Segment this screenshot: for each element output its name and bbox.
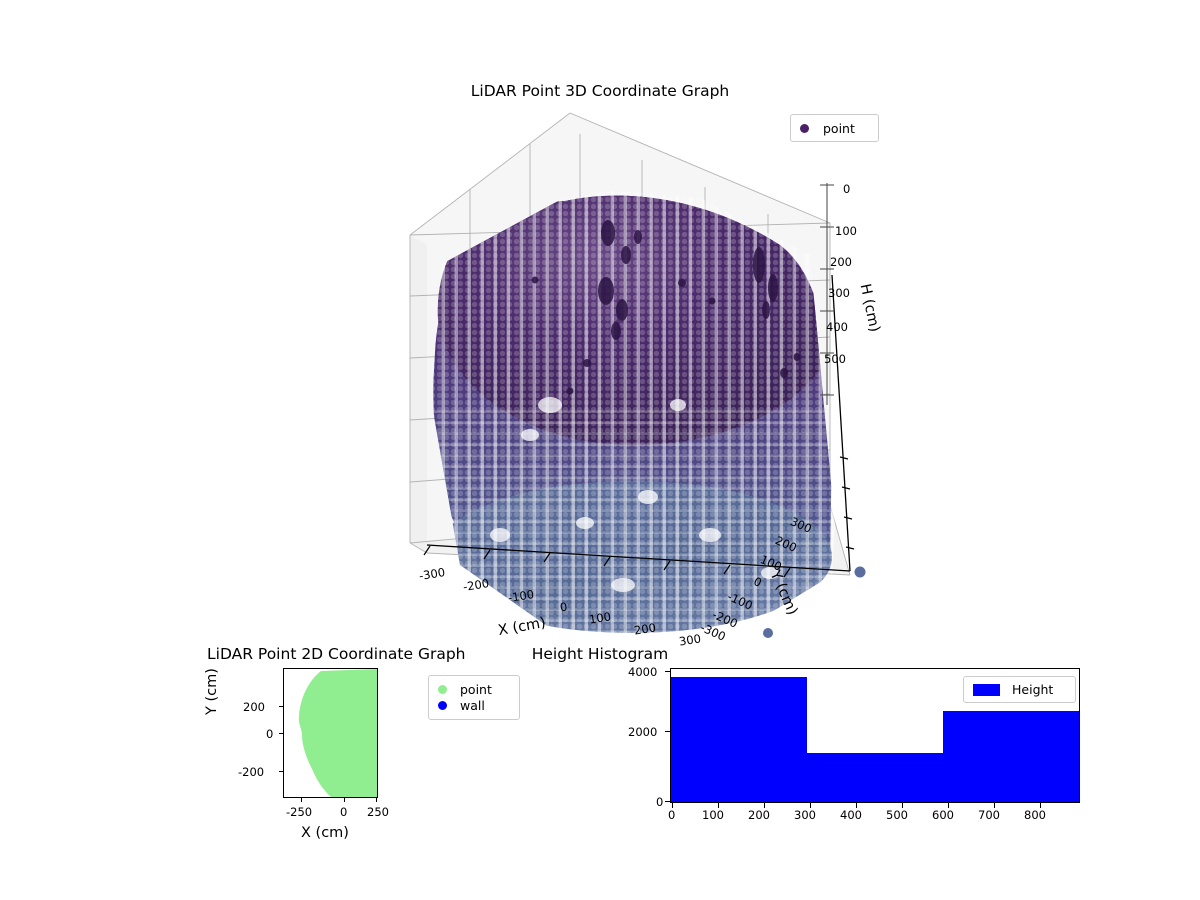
histogram-xtick: 700	[978, 808, 1000, 822]
histogram-xtick: 800	[1024, 808, 1046, 822]
legend-label: point	[460, 681, 492, 697]
plot3d-legend[interactable]: point	[790, 114, 879, 142]
histogram-xtickmark	[948, 803, 949, 808]
plot3d-ztick: 500	[824, 352, 846, 366]
histogram-ytick: 4000	[628, 665, 658, 679]
plot3d-axes[interactable]	[380, 105, 900, 650]
point-cloud-3d	[432, 191, 835, 650]
histogram-xtickmark	[856, 803, 857, 808]
plot2d-xtickmark	[344, 798, 345, 802]
histogram-ytickmark	[665, 671, 670, 672]
legend-label: point	[823, 120, 855, 136]
plot2d-xtick: 250	[367, 805, 389, 819]
axis-z-3d	[820, 183, 834, 405]
histogram-ytickmark	[665, 731, 670, 732]
height-swatch-icon	[973, 683, 1000, 696]
plot3d-ztick: 100	[835, 224, 857, 238]
histogram-bar[interactable]	[671, 676, 807, 802]
histogram-xtickmark	[902, 803, 903, 808]
histogram-xtickmark	[1040, 803, 1041, 808]
histogram-xtickmark	[994, 803, 995, 808]
histogram-xtickmark	[810, 803, 811, 808]
histogram-legend[interactable]: Height	[963, 676, 1076, 703]
histogram-xtickmark	[718, 803, 719, 808]
plot2d-ytickmark	[279, 706, 283, 707]
plot2d-ytick: 0	[266, 727, 274, 741]
histogram-xtick: 500	[886, 808, 908, 822]
plot3d-ztick: 400	[826, 320, 848, 334]
histogram-ytick: 0	[656, 795, 664, 809]
plot2d-xtick: 0	[340, 805, 348, 819]
legend-item-height: Height	[973, 677, 1066, 702]
plot3d-title: LiDAR Point 3D Coordinate Graph	[470, 82, 730, 100]
plot2d-xtick: -250	[286, 805, 313, 819]
histogram-xtick: 600	[932, 808, 954, 822]
histogram-ytick: 2000	[628, 725, 658, 739]
plot2d-xtickmark	[301, 798, 302, 802]
plot3d-ztick: 0	[843, 182, 851, 196]
histogram-xtick: 0	[668, 808, 676, 822]
histogram-xtick: 200	[748, 808, 770, 822]
histogram-xtick: 300	[794, 808, 816, 822]
plot3d-ztick: 200	[830, 255, 852, 269]
legend-item-wall: wall	[438, 698, 510, 715]
plot2d-title: LiDAR Point 2D Coordinate Graph	[207, 645, 466, 663]
legend-item-point: point	[438, 681, 510, 698]
pane-left-yz	[410, 235, 427, 553]
histogram-bar[interactable]	[807, 752, 943, 802]
point-marker-icon	[438, 684, 447, 694]
legend-item-point: point	[800, 115, 869, 141]
plot2d-ytick: -200	[238, 765, 265, 779]
outlier-points-3d	[763, 566, 866, 638]
histogram-xtickmark	[672, 803, 673, 808]
histogram-xtickmark	[764, 803, 765, 808]
axis-spines-3d	[426, 274, 851, 572]
plot3d-ztick: 300	[828, 286, 850, 300]
plot2d-ytick: 200	[243, 700, 265, 714]
plot2d-xtickmark	[376, 798, 377, 802]
plot2d-ytickmark	[279, 733, 283, 734]
axis-tickmarks-3d	[423, 456, 855, 578]
histogram-xtick: 400	[840, 808, 862, 822]
plot2d-xaxis-label: X (cm)	[301, 825, 349, 841]
histogram-bar[interactable]	[943, 711, 1079, 802]
histogram-ytickmark	[665, 801, 670, 802]
legend-label: Height	[1012, 682, 1054, 697]
plot2d-ytickmark	[279, 771, 283, 772]
plot2d-yaxis-label: Y (cm)	[204, 668, 220, 715]
legend-label: wall	[460, 698, 485, 714]
plot2d-axes[interactable]	[283, 668, 378, 798]
plot2d-legend[interactable]: point wall	[428, 675, 520, 720]
histogram-title: Height Histogram	[531, 645, 669, 663]
histogram-xtick: 100	[702, 808, 724, 822]
plot2d-point-region	[298, 669, 377, 797]
point-marker-icon	[800, 123, 809, 133]
wall-marker-icon	[438, 701, 447, 711]
